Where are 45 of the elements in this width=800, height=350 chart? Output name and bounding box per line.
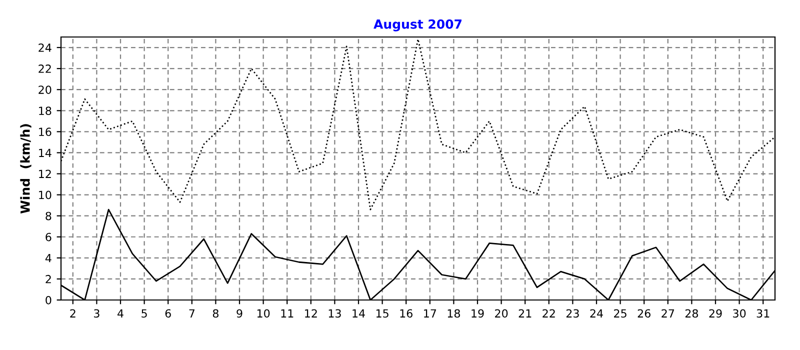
y-tick-label: 14 — [39, 148, 52, 157]
x-tick-label: 16 — [400, 309, 412, 318]
y-tick-label: 22 — [38, 64, 51, 73]
y-tick-label: 12 — [39, 170, 51, 178]
x-tick-label: 18 — [448, 309, 460, 318]
x-tick-label: 20 — [495, 309, 508, 318]
y-tick-label: 2 — [46, 274, 51, 284]
y-tick-label: 10 — [39, 190, 52, 200]
x-tick-label: 24 — [590, 309, 603, 318]
x-tick-label: 2 — [70, 309, 76, 318]
x-tick-label: 23 — [566, 309, 579, 318]
x-tick-label: 19 — [472, 309, 484, 318]
x-tick-label: 30 — [733, 309, 746, 318]
x-tick-label: 3 — [94, 309, 100, 318]
x-tick-label: 7 — [189, 309, 194, 318]
chart-title: August 2007 — [374, 19, 462, 32]
x-tick-label: 5 — [142, 309, 147, 318]
x-tick-label: 8 — [212, 309, 218, 318]
x-tick-label: 22 — [542, 309, 555, 318]
x-tick-label: 21 — [518, 309, 532, 318]
x-tick-label: 17 — [424, 309, 436, 318]
x-tick-label: 27 — [662, 309, 674, 318]
y-tick-label: 0 — [46, 296, 52, 304]
x-tick-label: 15 — [376, 309, 388, 318]
x-tick-label: 25 — [614, 309, 626, 318]
x-tick-label: 11 — [281, 309, 294, 318]
x-tick-label: 28 — [685, 309, 698, 318]
x-tick-label: 9 — [236, 309, 242, 318]
x-tick-label: 13 — [328, 309, 341, 318]
y-axis-title: Wind (km/h) — [20, 124, 32, 214]
y-tick-label: 24 — [38, 43, 52, 52]
x-tick-label: 31 — [756, 309, 770, 318]
y-tick-label: 20 — [38, 86, 52, 94]
y-tick-label: 16 — [39, 128, 52, 136]
x-tick-label: 12 — [305, 309, 317, 318]
y-tick-label: 18 — [39, 106, 52, 116]
x-tick-label: 4 — [118, 309, 124, 318]
y-tick-label: 8 — [46, 212, 52, 220]
y-tick-label: 4 — [45, 254, 52, 262]
x-tick-label: 14 — [352, 309, 365, 318]
x-tick-label: 29 — [709, 309, 722, 318]
y-tick-label: 6 — [46, 232, 52, 242]
x-tick-label: 6 — [165, 309, 171, 318]
x-tick-label: 26 — [638, 309, 650, 318]
x-tick-label: 10 — [257, 309, 270, 318]
